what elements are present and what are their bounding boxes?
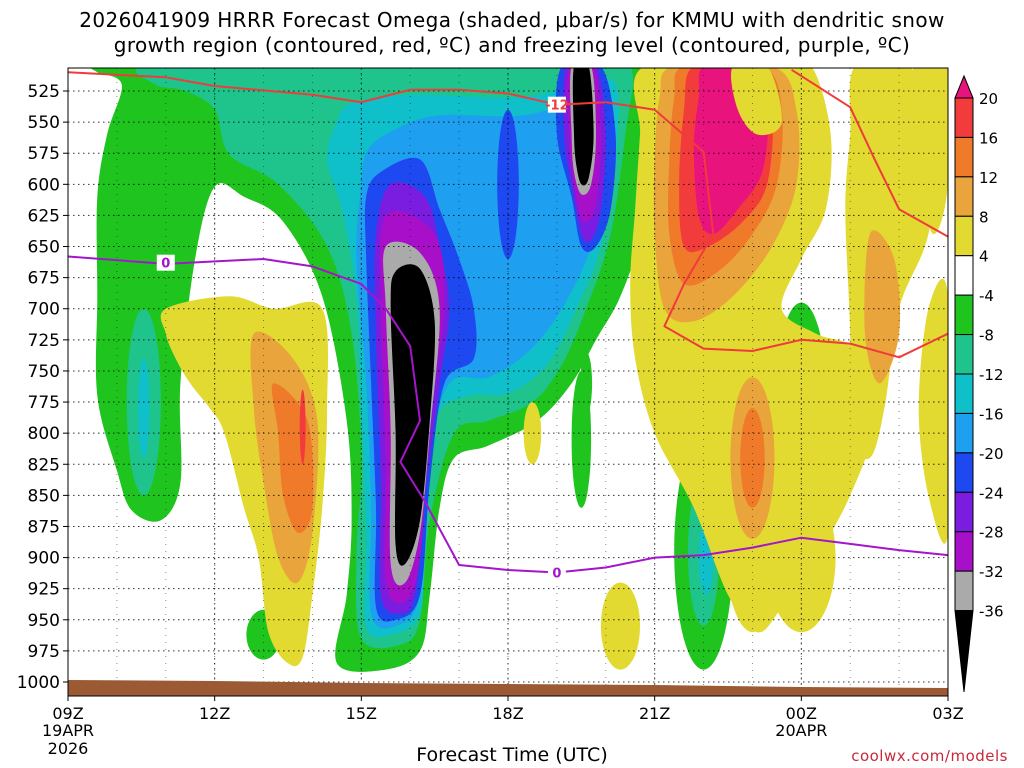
y-tick-label-900: 900 [28, 549, 60, 569]
watermark: coolwx.com/models [851, 747, 1008, 765]
y-tick-label-825: 825 [28, 455, 60, 475]
colorbar-swatch [954, 255, 974, 296]
dgz-minus12-contour [68, 71, 948, 359]
x-tick-label-18Z: 18Z [492, 704, 523, 723]
y-tick-label-775: 775 [28, 393, 60, 413]
terrain-fill [68, 680, 948, 696]
colorbar-swatch [954, 491, 974, 533]
omega-left-column-minus12 [137, 358, 150, 458]
colorbar-label--20: -20 [979, 445, 1004, 463]
x-tick-label-15Z: 15Z [346, 704, 377, 723]
dgz-label-bg [547, 96, 566, 113]
colorbar-swatch [954, 373, 974, 414]
y-tick-label-650: 650 [28, 238, 60, 258]
y-tick-label-950: 950 [28, 611, 60, 631]
freezing-level-label-a: 0 [161, 257, 170, 272]
colorbar-label-16: 16 [979, 129, 998, 147]
colorbar: 20 16 12 8 4 -4 -8 -12 -16 -20 -24 -28 -32 -36 [954, 74, 1004, 693]
colorbar-swatch [954, 215, 974, 257]
colorbar-label-12: 12 [979, 169, 998, 187]
colorbar-label--36: -36 [979, 603, 1004, 621]
colorbar-swatch [954, 294, 974, 336]
freezing-level-label-b-bg [547, 564, 566, 581]
y-tick-label-625: 625 [28, 206, 60, 226]
colorbar-swatch [954, 452, 974, 493]
colorbar-top-arrow [954, 74, 974, 99]
colorbar-label--4: -4 [979, 287, 994, 305]
temperature-contours: 0 0 -12 [68, 68, 948, 582]
colorbar-swatch [954, 334, 974, 375]
y-tick-label-750: 750 [28, 362, 60, 382]
colorbar-swatch [954, 412, 974, 454]
terrain-ground [68, 680, 948, 696]
y-tick-label-725: 725 [28, 331, 60, 351]
colorbar-swatch [954, 136, 974, 178]
y-tick-label-550: 550 [28, 113, 60, 133]
colorbar-label--16: -16 [979, 405, 1004, 423]
dgz-upper-right-contour [791, 68, 948, 238]
y-tick-label-575: 575 [28, 144, 60, 164]
colorbar-label--32: -32 [979, 563, 1004, 581]
freezing-level-label-a-bg [156, 254, 175, 271]
y-axis: 525 550 575 600 625 650 675 700 725 750 775 800 825 8… [17, 82, 68, 693]
colorbar-label--8: -8 [979, 327, 994, 345]
y-tick-label-925: 925 [28, 580, 60, 600]
colorbar-swatch [954, 531, 974, 572]
y-tick-label-600: 600 [28, 175, 60, 195]
x-tick-label-21Z: 21Z [639, 704, 670, 723]
plot-area: 0 0 -12 [68, 68, 948, 696]
y-tick-label-850: 850 [28, 486, 60, 506]
omega-shaded-field [90, 68, 948, 672]
colorbar-label--24: -24 [979, 484, 1004, 502]
y-tick-label-700: 700 [28, 300, 60, 320]
y-tick-label-875: 875 [28, 517, 60, 537]
colorbar-swatch [954, 570, 974, 612]
omega-core-plus16-low [299, 389, 306, 465]
y-tick-label-800: 800 [28, 424, 60, 444]
omega-right-plus8 [864, 230, 901, 384]
colorbar-label-4: 4 [979, 248, 989, 266]
x-tick-label-00Z: 00Z [786, 704, 817, 723]
x-axis-title: Forecast Time (UTC) [416, 744, 608, 766]
colorbar-bottom-arrow [954, 610, 974, 693]
colorbar-swatch [954, 176, 974, 217]
colorbar-label--28: -28 [979, 524, 1004, 542]
y-tick-label-975: 975 [28, 642, 60, 662]
omega-evening-plus12 [740, 408, 765, 508]
colorbar-swatch [954, 97, 974, 138]
omega-right-edge-plus4 [912, 68, 948, 235]
freezing-level-label-b: 0 [552, 567, 561, 582]
colorbar-label-8: 8 [979, 208, 989, 226]
y-tick-label-525: 525 [28, 82, 60, 102]
omega-patch-minus4-c [580, 352, 593, 415]
omega-top-plus4-gap [731, 68, 782, 136]
omega-lowlevel-plus4 [767, 482, 836, 633]
omega-top-core-minus36 [572, 68, 594, 186]
x-tick-date-19APR: 19APR [42, 721, 94, 740]
x-tick-label-03Z: 03Z [932, 704, 963, 723]
omega-small-plus4 [523, 402, 542, 465]
chart-title-line2: growth region (contoured, red, ºC) and f… [113, 33, 911, 57]
dgz-label: -12 [545, 99, 569, 114]
x-tick-date-20APR: 20APR [775, 721, 827, 740]
x-tick-year: 2026 [48, 739, 89, 758]
grid-lines [68, 68, 948, 696]
omega-small-plus4-b [600, 582, 640, 670]
colorbar-label--12: -12 [979, 366, 1004, 384]
freezing-level-contour [68, 255, 948, 574]
x-tick-label-12Z: 12Z [199, 704, 230, 723]
colorbar-label-20: 20 [979, 90, 998, 108]
chart-title-line1: 2026041909 HRRR Forecast Omega (shaded, … [79, 8, 945, 32]
x-tick-label-09Z: 09Z [52, 704, 83, 723]
y-tick-label-1000: 1000 [17, 673, 60, 693]
y-tick-label-675: 675 [28, 269, 60, 289]
